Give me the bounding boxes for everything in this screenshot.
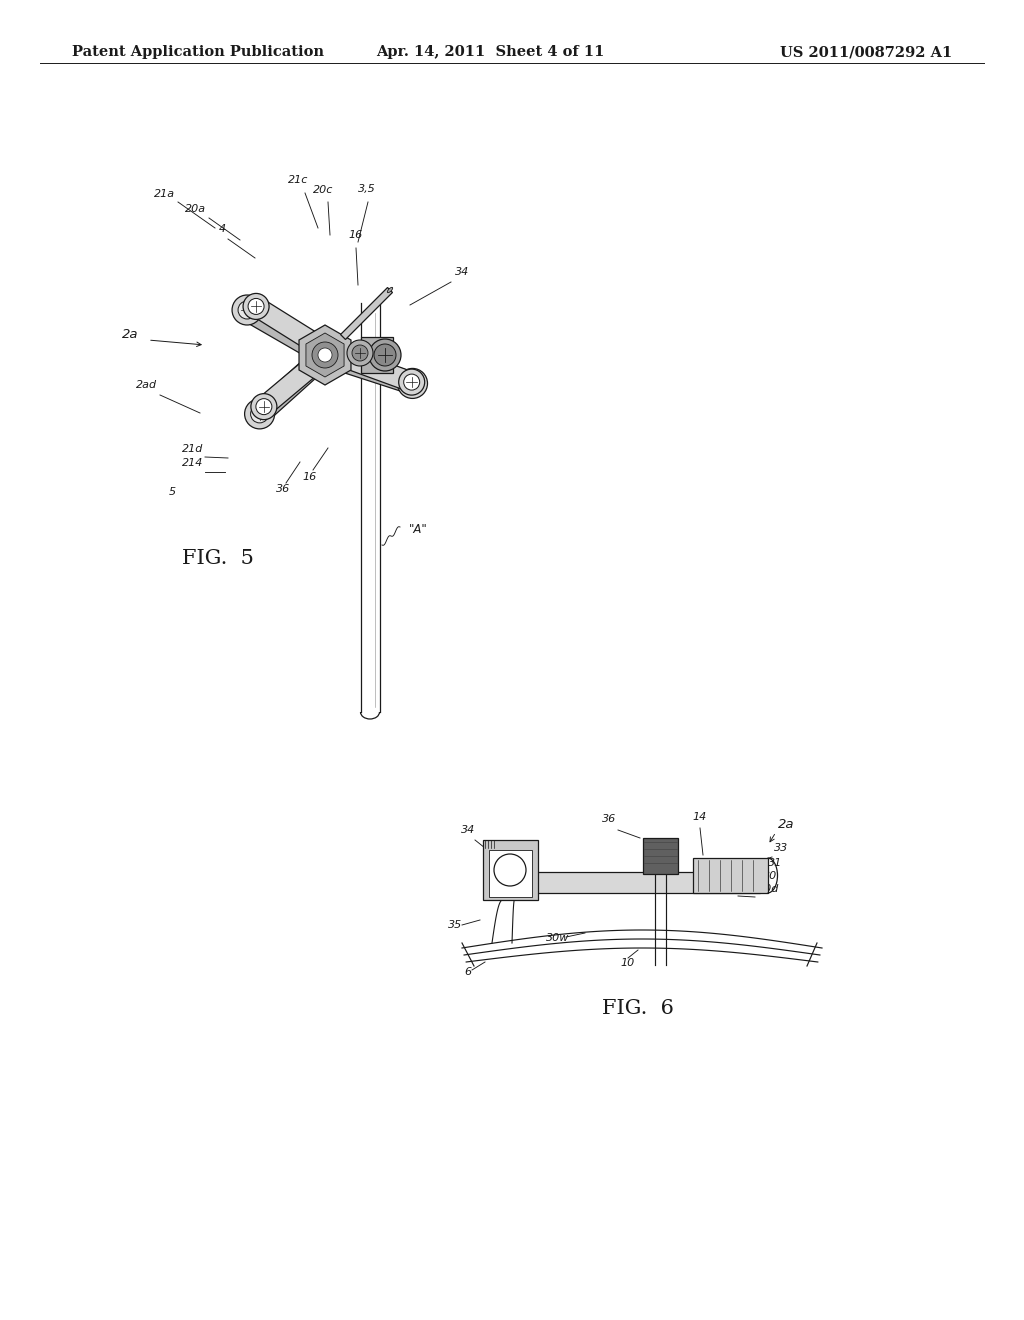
Text: 34: 34 bbox=[461, 825, 475, 836]
Text: 20a: 20a bbox=[185, 205, 207, 214]
Text: 214: 214 bbox=[182, 458, 204, 469]
Polygon shape bbox=[341, 288, 392, 339]
Polygon shape bbox=[530, 873, 760, 894]
Polygon shape bbox=[242, 301, 331, 364]
Text: 10d: 10d bbox=[757, 884, 778, 894]
Text: 20c: 20c bbox=[312, 185, 333, 195]
Polygon shape bbox=[488, 850, 531, 898]
Text: 36: 36 bbox=[602, 814, 616, 824]
Text: US 2011/0087292 A1: US 2011/0087292 A1 bbox=[779, 45, 952, 59]
Circle shape bbox=[347, 341, 373, 366]
Text: 14: 14 bbox=[693, 812, 708, 822]
Circle shape bbox=[369, 339, 401, 371]
Polygon shape bbox=[251, 298, 334, 360]
Text: "A": "A" bbox=[409, 523, 427, 536]
Polygon shape bbox=[361, 337, 393, 374]
Polygon shape bbox=[306, 333, 344, 378]
Text: 2a: 2a bbox=[778, 818, 795, 832]
Text: 31: 31 bbox=[768, 858, 782, 869]
Polygon shape bbox=[692, 858, 768, 894]
Text: 2a: 2a bbox=[122, 327, 138, 341]
Text: 16: 16 bbox=[303, 473, 317, 482]
Circle shape bbox=[397, 368, 427, 399]
Polygon shape bbox=[482, 840, 538, 900]
Text: 21d: 21d bbox=[182, 444, 204, 454]
Circle shape bbox=[494, 854, 526, 886]
Circle shape bbox=[256, 399, 272, 414]
Circle shape bbox=[238, 301, 256, 319]
Text: Apr. 14, 2011  Sheet 4 of 11: Apr. 14, 2011 Sheet 4 of 11 bbox=[376, 45, 604, 59]
Text: 4: 4 bbox=[218, 224, 225, 234]
Circle shape bbox=[245, 399, 274, 429]
Circle shape bbox=[374, 345, 396, 366]
Text: FIG.  6: FIG. 6 bbox=[602, 998, 674, 1018]
Circle shape bbox=[243, 293, 269, 319]
Polygon shape bbox=[257, 345, 336, 414]
Polygon shape bbox=[322, 345, 416, 393]
Polygon shape bbox=[252, 347, 333, 422]
Text: 30: 30 bbox=[763, 871, 777, 880]
Text: 21a: 21a bbox=[155, 189, 175, 199]
Circle shape bbox=[403, 374, 420, 391]
Text: 3,5: 3,5 bbox=[358, 183, 376, 194]
Text: 34: 34 bbox=[455, 267, 469, 277]
Circle shape bbox=[352, 345, 368, 360]
Text: 33: 33 bbox=[774, 843, 788, 853]
Text: 5: 5 bbox=[168, 487, 175, 498]
Text: FIG.  5: FIG. 5 bbox=[182, 549, 254, 568]
Circle shape bbox=[251, 405, 268, 422]
Polygon shape bbox=[642, 838, 678, 874]
Circle shape bbox=[232, 294, 262, 325]
Text: 16: 16 bbox=[349, 230, 364, 240]
Circle shape bbox=[248, 298, 264, 314]
Text: 30w: 30w bbox=[547, 933, 569, 942]
Circle shape bbox=[398, 370, 425, 395]
Text: 36: 36 bbox=[275, 484, 290, 494]
Text: 2ad: 2ad bbox=[136, 380, 158, 389]
Text: 10: 10 bbox=[621, 958, 635, 968]
Ellipse shape bbox=[387, 288, 392, 293]
Text: 35: 35 bbox=[447, 920, 462, 931]
Text: 21c: 21c bbox=[288, 176, 308, 185]
Text: 6: 6 bbox=[465, 968, 472, 977]
Circle shape bbox=[403, 375, 422, 392]
Circle shape bbox=[251, 393, 276, 420]
Text: Patent Application Publication: Patent Application Publication bbox=[72, 45, 324, 59]
Circle shape bbox=[318, 348, 332, 362]
Polygon shape bbox=[326, 343, 415, 392]
Circle shape bbox=[312, 342, 338, 368]
Polygon shape bbox=[299, 325, 351, 385]
